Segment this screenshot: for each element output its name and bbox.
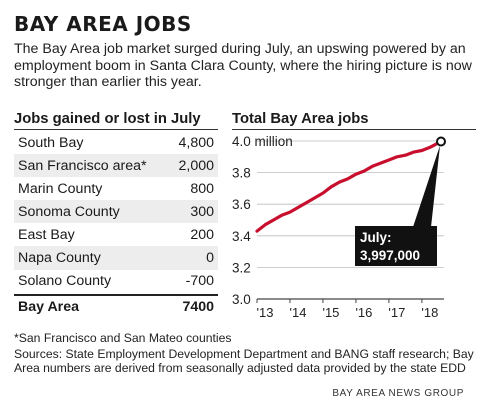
row-label: Napa County bbox=[18, 250, 101, 267]
x-tick-label: '17 bbox=[388, 305, 405, 320]
row-label: San Francisco area* bbox=[18, 157, 147, 174]
latest-point-marker bbox=[436, 136, 446, 147]
y-tick-label: 3.6 bbox=[232, 197, 251, 212]
row-label: Solano County bbox=[18, 273, 112, 290]
table-title: Jobs gained or lost in July bbox=[14, 111, 201, 127]
y-tick-label: 4.0 million bbox=[232, 134, 293, 149]
y-tick-label: 3.0 bbox=[232, 292, 251, 307]
row-value: 2,000 bbox=[178, 157, 214, 174]
x-tick-label: '14 bbox=[289, 305, 306, 320]
x-tick-label: '16 bbox=[355, 305, 372, 320]
row-value: -700 bbox=[185, 273, 214, 290]
row-label: Sonoma County bbox=[18, 203, 120, 220]
table-total-row: Bay Area 7400 bbox=[14, 293, 218, 319]
y-tick-label: 3.4 bbox=[232, 229, 251, 244]
table-row: Napa County 0 bbox=[14, 246, 218, 270]
row-value: 0 bbox=[206, 250, 214, 267]
row-value: 200 bbox=[190, 226, 214, 243]
total-value: 7400 bbox=[182, 299, 214, 316]
row-value: 800 bbox=[190, 180, 214, 197]
credit-text: BAY AREA NEWS GROUP bbox=[332, 388, 464, 399]
row-label: Marin County bbox=[18, 180, 103, 197]
series-line bbox=[255, 139, 443, 233]
y-tick-label: 3.8 bbox=[232, 166, 251, 181]
table-row: Marin County 800 bbox=[14, 177, 218, 200]
footnote: *San Francisco and San Mateo counties bbox=[14, 331, 232, 345]
table-row: San Francisco area* 2,000 bbox=[14, 154, 218, 178]
row-value: 4,800 bbox=[178, 134, 214, 151]
table-row: South Bay 4,800 bbox=[14, 131, 218, 154]
row-label: East Bay bbox=[18, 226, 75, 243]
callout-label: July: bbox=[360, 230, 392, 245]
y-tick-label: 3.2 bbox=[232, 260, 251, 275]
x-tick-label: '13 bbox=[257, 305, 274, 320]
x-tick-label: '18 bbox=[421, 305, 438, 320]
row-label: South Bay bbox=[18, 134, 84, 151]
chart-title-rule bbox=[232, 129, 476, 130]
table-row: Solano County -700 bbox=[14, 270, 218, 293]
intro-text: The Bay Area job market surged during Ju… bbox=[14, 41, 472, 90]
jobs-table: South Bay 4,800 San Francisco area* 2,00… bbox=[14, 131, 218, 319]
callout-value: 3,997,000 bbox=[360, 248, 420, 263]
total-label: Bay Area bbox=[18, 299, 79, 316]
x-tick-label: '15 bbox=[322, 305, 339, 320]
callout-box bbox=[355, 226, 437, 266]
table-row: Sonoma County 300 bbox=[14, 200, 218, 224]
page-title: BAY AREA JOBS bbox=[14, 12, 192, 36]
row-value: 300 bbox=[190, 203, 214, 220]
chart-title: Total Bay Area jobs bbox=[232, 111, 369, 127]
sources-text: Sources: State Employment Development De… bbox=[14, 347, 474, 375]
table-row: East Bay 200 bbox=[14, 223, 218, 246]
table-title-rule bbox=[14, 129, 218, 130]
callout-pointer bbox=[413, 145, 440, 227]
